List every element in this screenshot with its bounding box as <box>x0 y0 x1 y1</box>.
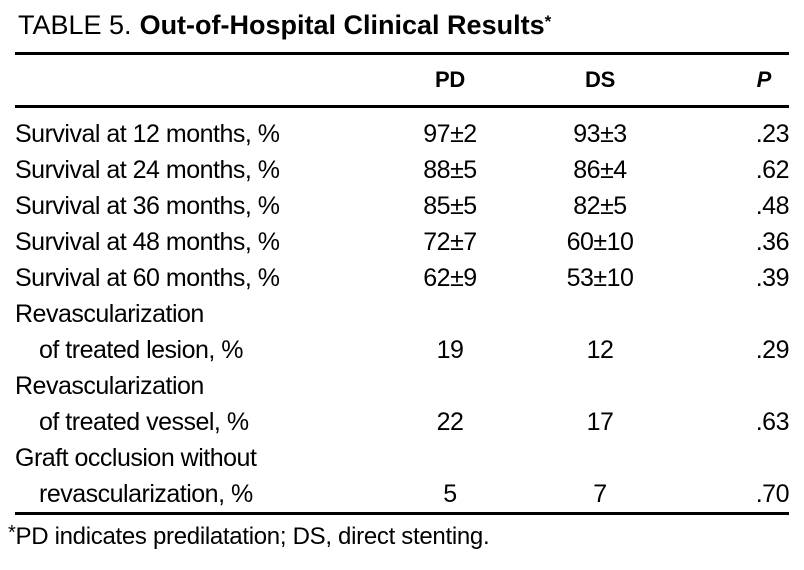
footnote-text: PD indicates predilatation; DS, direct s… <box>15 523 490 550</box>
p-value: .39 <box>755 263 790 292</box>
pd-value <box>375 296 525 332</box>
table-row: of treated vessel, % 22 17 .63 <box>15 404 790 440</box>
pd-value: 22 <box>436 407 464 436</box>
row-label: Survival at 24 months, % <box>15 155 280 184</box>
ds-value: 17 <box>586 407 614 436</box>
ds-value <box>525 296 675 332</box>
p-value <box>675 368 789 404</box>
ds-value: 93±3 <box>573 119 627 148</box>
table-caption: TABLE 5. Out-of-Hospital Clinical Results… <box>18 8 804 42</box>
column-header-p: P <box>756 67 772 92</box>
p-value: .70 <box>755 479 790 508</box>
p-value: .29 <box>755 335 790 364</box>
pd-value: 5 <box>443 479 457 508</box>
pd-value: 62±9 <box>423 263 477 292</box>
p-value: .23 <box>755 119 790 148</box>
row-label: Survival at 48 months, % <box>15 227 280 256</box>
ds-value: 60±10 <box>566 227 634 256</box>
row-label: Survival at 12 months, % <box>15 119 280 148</box>
table-header: PD DS P <box>15 53 789 107</box>
pd-value <box>375 440 525 476</box>
pd-value: 19 <box>436 335 464 364</box>
table-row: Revascularization <box>15 368 789 404</box>
table-body: Survival at 12 months, % 97±2 93±3 .23 S… <box>15 107 790 514</box>
table-row: Survival at 36 months, % 85±5 82±5 .48 <box>15 188 790 224</box>
row-label: revascularization, % <box>39 479 253 508</box>
p-value: .36 <box>755 227 790 256</box>
table-row: Survival at 24 months, % 88±5 86±4 .62 <box>15 152 790 188</box>
column-header-pd: PD <box>435 67 465 92</box>
pd-value: 97±2 <box>423 119 477 148</box>
row-label: Revascularization <box>15 299 204 328</box>
p-value: .63 <box>755 407 790 436</box>
p-value: .48 <box>755 191 790 220</box>
table-row: of treated lesion, % 19 12 .29 <box>15 332 790 368</box>
p-value <box>675 440 789 476</box>
pd-value: 85±5 <box>423 191 477 220</box>
table-title-footnote-marker: * <box>544 12 552 31</box>
table-row: Revascularization <box>15 296 789 332</box>
ds-value: 82±5 <box>573 191 627 220</box>
row-label: Survival at 60 months, % <box>15 263 280 292</box>
table-row: Survival at 48 months, % 72±7 60±10 .36 <box>15 224 790 260</box>
results-table: PD DS P Survival at 12 months, % 97±2 93… <box>15 52 790 515</box>
table-footnote: *PD indicates predilatation; DS, direct … <box>8 522 804 551</box>
column-header-ds: DS <box>585 67 615 92</box>
footnote-marker: * <box>8 522 16 544</box>
ds-value: 53±10 <box>566 263 634 292</box>
ds-value: 12 <box>586 335 614 364</box>
table-title: Out-of-Hospital Clinical Results <box>139 10 545 40</box>
ds-value <box>525 440 675 476</box>
table-row: Survival at 60 months, % 62±9 53±10 .39 <box>15 260 790 296</box>
p-value <box>675 296 789 332</box>
pd-value: 72±7 <box>423 227 477 256</box>
table-row: Graft occlusion without <box>15 440 789 476</box>
table-row: revascularization, % 5 7 .70 <box>15 476 790 514</box>
header-row: PD DS P <box>15 53 789 107</box>
ds-value: 86±4 <box>573 155 627 184</box>
row-label: of treated lesion, % <box>39 335 244 364</box>
row-label: Survival at 36 months, % <box>15 191 280 220</box>
column-header-blank <box>15 54 375 107</box>
row-label: Graft occlusion without <box>15 443 257 472</box>
row-label: of treated vessel, % <box>39 407 249 436</box>
p-value: .62 <box>755 155 790 184</box>
table-number-label: TABLE 5. <box>18 10 132 40</box>
row-label: Revascularization <box>15 371 204 400</box>
pd-value <box>375 368 525 404</box>
pd-value: 88±5 <box>423 155 477 184</box>
ds-value <box>525 368 675 404</box>
ds-value: 7 <box>593 479 607 508</box>
table-row: Survival at 12 months, % 97±2 93±3 .23 <box>15 107 790 153</box>
